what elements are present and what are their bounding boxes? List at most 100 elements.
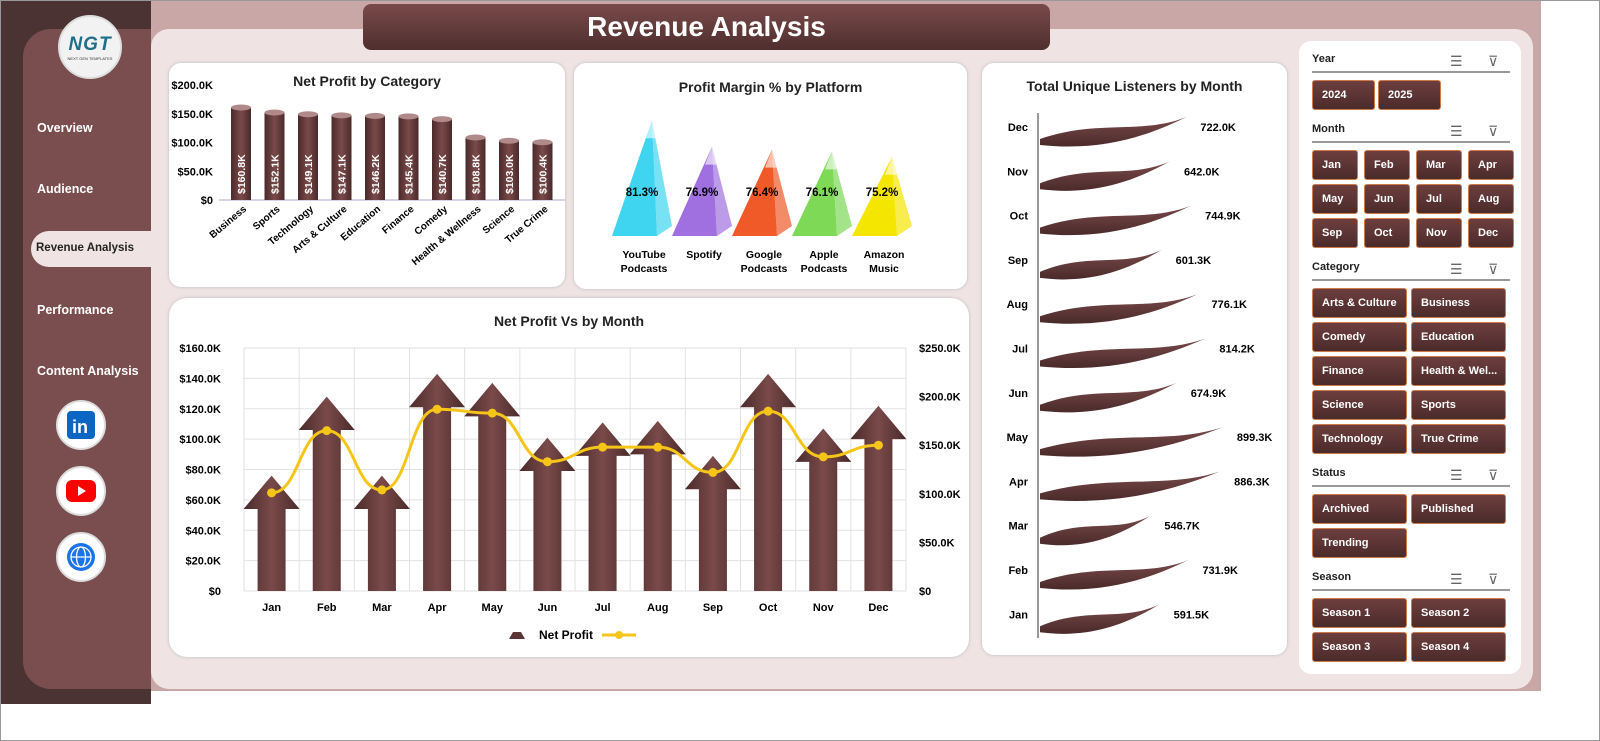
slicer-button[interactable]: Feb bbox=[1364, 150, 1410, 180]
y-tick: $50.0K bbox=[178, 166, 214, 178]
slicer-button[interactable]: Sep bbox=[1312, 218, 1358, 248]
slicer-button[interactable]: 2025 bbox=[1378, 80, 1441, 110]
y-tick: Jun bbox=[1008, 388, 1028, 400]
x-tick: Podcasts bbox=[621, 263, 668, 275]
slicer-button[interactable]: Jan bbox=[1312, 150, 1358, 180]
slicer-button[interactable]: Jul bbox=[1416, 184, 1462, 214]
data-label: 75.2% bbox=[866, 187, 899, 199]
slicer-button[interactable]: Sports bbox=[1411, 390, 1506, 420]
linkedin-button[interactable]: in bbox=[56, 400, 106, 450]
slicer-button[interactable]: Oct bbox=[1364, 218, 1410, 248]
slicer-button[interactable]: Technology bbox=[1312, 424, 1407, 454]
y-tick: Feb bbox=[1008, 565, 1028, 577]
clear-filter-icon[interactable]: ⊽ bbox=[1488, 571, 1499, 587]
pyramid bbox=[792, 151, 837, 236]
slicer-button[interactable]: Finance bbox=[1312, 356, 1407, 386]
profit-margin-card: Profit Margin % by Platform 81.3% YouTube… bbox=[574, 63, 967, 289]
slicer-header-month: Month ☰ ⊽ bbox=[1312, 123, 1510, 143]
y-tick-right: $0 bbox=[919, 586, 931, 598]
data-label: $108.8K bbox=[471, 154, 483, 194]
slicer-button[interactable]: Mar bbox=[1416, 150, 1462, 180]
slicer-button[interactable]: Season 4 bbox=[1411, 632, 1506, 662]
x-tick: Spotify bbox=[686, 249, 722, 261]
multi-select-icon[interactable]: ☰ bbox=[1450, 571, 1463, 587]
listeners-chart: Dec 722.0K Nov 642.0K Oct 744.9K Sep 601.3K Aug 7… bbox=[1007, 113, 1272, 638]
slicer-button[interactable]: True Crime bbox=[1411, 424, 1506, 454]
listener-bar bbox=[1040, 294, 1198, 324]
slicer-button[interactable]: Season 1 bbox=[1312, 598, 1407, 628]
slicer-button[interactable]: Science bbox=[1312, 390, 1407, 420]
slicer-button[interactable]: Season 3 bbox=[1312, 632, 1407, 662]
y-tick-left: $120.0K bbox=[179, 404, 221, 416]
slicer-button[interactable]: Season 2 bbox=[1411, 598, 1506, 628]
listener-bar bbox=[1040, 427, 1223, 457]
arrow-bar bbox=[464, 382, 521, 591]
listener-bar bbox=[1040, 249, 1162, 280]
multi-select-icon[interactable]: ☰ bbox=[1450, 123, 1463, 139]
data-label: 76.4% bbox=[746, 187, 779, 199]
clear-filter-icon[interactable]: ⊽ bbox=[1488, 261, 1499, 277]
y-tick: $100.0K bbox=[171, 138, 213, 150]
youtube-button[interactable] bbox=[56, 466, 106, 516]
bar-cap bbox=[365, 112, 385, 119]
multi-select-icon[interactable]: ☰ bbox=[1450, 467, 1463, 483]
data-label: $160.8K bbox=[236, 154, 248, 194]
bar bbox=[298, 114, 318, 200]
line-series bbox=[271, 407, 879, 495]
slicer-button[interactable]: Dec bbox=[1468, 218, 1514, 248]
data-label: 776.1K bbox=[1212, 299, 1248, 311]
slicer-button[interactable]: Trending bbox=[1312, 528, 1407, 558]
y-tick-right: $150.0K bbox=[919, 440, 961, 452]
logo-text: NGT bbox=[68, 33, 112, 55]
clear-filter-icon[interactable]: ⊽ bbox=[1488, 467, 1499, 483]
slicer-button[interactable]: Archived bbox=[1312, 494, 1407, 524]
slicer-button[interactable]: 2024 bbox=[1312, 80, 1375, 110]
data-label: 886.3K bbox=[1234, 476, 1270, 488]
y-tick: $0 bbox=[201, 195, 213, 207]
slicer-button[interactable]: May bbox=[1312, 184, 1358, 214]
x-tick: Jan bbox=[262, 602, 281, 614]
slicer-button[interactable]: Health & Wel... bbox=[1411, 356, 1506, 386]
slicer-button[interactable]: Business bbox=[1411, 288, 1506, 318]
slicer-button[interactable]: Apr bbox=[1468, 150, 1514, 180]
logo: NGT NEXT GEN TEMPLATES bbox=[58, 15, 122, 79]
nav-overview[interactable]: Overview bbox=[37, 121, 93, 135]
slicer-button[interactable]: Jun bbox=[1364, 184, 1410, 214]
globe-icon bbox=[67, 543, 95, 571]
x-tick: Dec bbox=[868, 602, 888, 614]
pyramid bbox=[672, 146, 717, 236]
slicer-button[interactable]: Published bbox=[1411, 494, 1506, 524]
slicer-button[interactable]: Comedy bbox=[1312, 322, 1407, 352]
slicer-button[interactable]: Aug bbox=[1468, 184, 1514, 214]
data-label: $147.1K bbox=[337, 154, 349, 194]
line-point bbox=[322, 426, 332, 436]
slicer-button[interactable]: Arts & Culture bbox=[1312, 288, 1407, 318]
data-label: 546.7K bbox=[1164, 521, 1200, 533]
website-button[interactable] bbox=[56, 532, 106, 582]
data-label: $145.4K bbox=[404, 154, 416, 194]
multi-select-icon[interactable]: ☰ bbox=[1450, 53, 1463, 69]
nav-content-analysis[interactable]: Content Analysis bbox=[37, 364, 139, 378]
slicer-header-season: Season ☰ ⊽ bbox=[1312, 571, 1510, 591]
slicer-button[interactable]: Education bbox=[1411, 322, 1506, 352]
x-tick: Sports bbox=[251, 204, 283, 233]
clear-filter-icon[interactable]: ⊽ bbox=[1488, 53, 1499, 69]
bar bbox=[398, 116, 419, 200]
nav-performance[interactable]: Performance bbox=[37, 303, 114, 317]
multi-select-icon[interactable]: ☰ bbox=[1450, 261, 1463, 277]
arrow-bar bbox=[353, 475, 410, 591]
x-tick: Business bbox=[208, 204, 249, 241]
nav-audience[interactable]: Audience bbox=[37, 182, 94, 196]
data-label: $149.1K bbox=[303, 154, 315, 194]
bar bbox=[432, 119, 452, 200]
slicer-button[interactable]: Nov bbox=[1416, 218, 1462, 248]
pyramid bbox=[732, 149, 777, 236]
y-tick: Sep bbox=[1008, 255, 1028, 267]
nav-revenue-analysis[interactable]: Revenue Analysis bbox=[31, 231, 153, 267]
bar bbox=[465, 137, 486, 200]
clear-filter-icon[interactable]: ⊽ bbox=[1488, 123, 1499, 139]
youtube-icon bbox=[66, 480, 96, 502]
y-tick: Dec bbox=[1008, 122, 1028, 134]
y-tick-left: $100.0K bbox=[179, 434, 221, 446]
y-tick-right: $200.0K bbox=[919, 392, 961, 404]
